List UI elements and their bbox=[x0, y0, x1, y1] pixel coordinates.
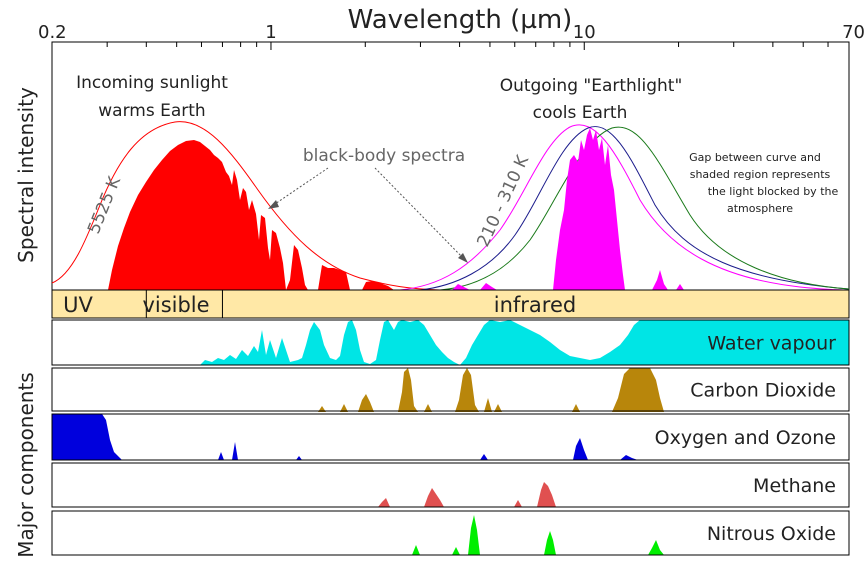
earth-temperature-label: 210 - 310 K bbox=[473, 152, 533, 250]
band-label: UV bbox=[63, 293, 93, 317]
band-label: infrared bbox=[494, 293, 576, 317]
outgoing-line1: Outgoing "Earthlight" bbox=[500, 76, 683, 96]
gap-note: Gap between curve and shaded region repr… bbox=[689, 151, 838, 215]
gap-line4: atmosphere bbox=[727, 202, 793, 215]
earth-blackbody-310k bbox=[399, 124, 850, 291]
x-tick-label: 1 bbox=[265, 22, 276, 43]
component-label: Oxygen and Ozone bbox=[655, 427, 836, 449]
y-axis-label-spectral: Spectral intensity bbox=[14, 87, 38, 263]
absorption-profile bbox=[318, 368, 664, 412]
component-label: Methane bbox=[753, 475, 836, 497]
components-panel: Water vapour Carbon Dioxide Oxygen and Ozo… bbox=[51, 319, 850, 556]
blackbody-label: black-body spectra bbox=[303, 146, 465, 166]
sun-blackbody-curve bbox=[51, 121, 441, 291]
component-label: Nitrous Oxide bbox=[707, 523, 836, 545]
arrowhead-left bbox=[268, 200, 279, 209]
component-panel bbox=[51, 462, 850, 508]
gap-line1: Gap between curve and bbox=[689, 151, 821, 164]
incoming-line2: warms Earth bbox=[98, 101, 205, 121]
blackbody-arrows bbox=[271, 167, 466, 261]
component-panel-border bbox=[51, 367, 850, 412]
earth-blackbody-mid bbox=[419, 126, 850, 291]
incoming-line1: Incoming sunlight bbox=[76, 73, 228, 93]
component-label: Water vapour bbox=[707, 333, 836, 355]
x-tick-label: 10 bbox=[573, 22, 596, 43]
x-ticks bbox=[51, 42, 850, 50]
band-background bbox=[51, 289, 850, 319]
absorption-profile bbox=[200, 320, 849, 365]
component-panel-border bbox=[51, 413, 850, 461]
absorption-profile bbox=[52, 414, 638, 460]
component-panel-border bbox=[51, 462, 850, 508]
sunlight-absorbed-spectrum bbox=[108, 140, 394, 290]
component-panel-border bbox=[51, 510, 850, 556]
band-bar: UV visible infrared bbox=[51, 289, 850, 319]
gap-line3: the light blocked by the bbox=[708, 185, 839, 198]
chart-title: Wavelength (µm) bbox=[348, 5, 573, 35]
band-label: visible bbox=[142, 293, 209, 317]
earthlight-transmitted-spectrum bbox=[553, 128, 625, 290]
sun-temperature-label: 5525 K bbox=[84, 173, 125, 237]
x-tick-labels: 0.2 1 10 70 bbox=[38, 22, 865, 43]
component-label: Carbon Dioxide bbox=[690, 380, 836, 402]
component-panel bbox=[51, 367, 850, 412]
x-tick-label: 0.2 bbox=[38, 22, 67, 43]
earth-blackbody-210k bbox=[439, 126, 850, 291]
component-panel-border bbox=[51, 319, 850, 366]
arrowhead-right bbox=[458, 253, 468, 263]
absorption-profile bbox=[412, 515, 664, 555]
gap-line2: shaded region represents bbox=[690, 168, 831, 181]
outgoing-line2: cools Earth bbox=[533, 103, 628, 123]
y-axis-label-components: Major components bbox=[14, 372, 38, 557]
earthlight-minor-peaks bbox=[452, 270, 684, 290]
x-tick-label: 70 bbox=[842, 22, 865, 43]
absorption-profile bbox=[378, 482, 556, 507]
